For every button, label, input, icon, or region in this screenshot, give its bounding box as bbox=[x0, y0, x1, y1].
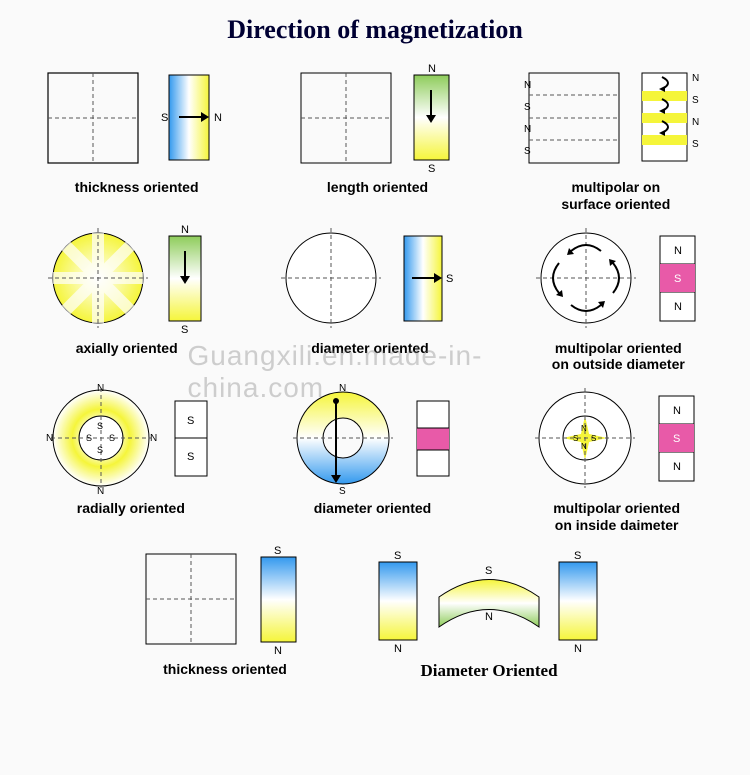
caption: multipolar oriented on outside diameter bbox=[552, 340, 685, 374]
circle-4arrows-out bbox=[529, 221, 644, 336]
svg-text:S: S bbox=[187, 415, 194, 427]
caption: radially oriented bbox=[77, 500, 185, 517]
svg-text:S: S bbox=[181, 324, 188, 336]
svg-text:N: N bbox=[97, 383, 104, 394]
svg-text:N: N bbox=[394, 643, 402, 655]
n-label: N bbox=[214, 112, 222, 124]
caption: thickness oriented bbox=[75, 179, 199, 196]
ring-inner-poles: NN S S bbox=[528, 381, 643, 496]
svg-text:N: N bbox=[692, 73, 699, 84]
bar-SS: S S bbox=[167, 386, 217, 491]
svg-text:S: S bbox=[274, 545, 281, 557]
svg-text:S: S bbox=[573, 434, 578, 443]
svg-text:N: N bbox=[581, 442, 587, 451]
caption: length oriented bbox=[327, 179, 428, 196]
svg-text:S: S bbox=[485, 565, 492, 577]
svg-text:N: N bbox=[46, 433, 53, 444]
row-3: SS SS NN NN S S radially oriented bbox=[10, 381, 740, 534]
svg-text:S: S bbox=[446, 273, 453, 285]
circle-guide bbox=[276, 223, 386, 333]
row-2: N S axially oriented S bbox=[10, 221, 740, 374]
cell-diameter-arc: S N S N S N Diameter Oriented bbox=[369, 542, 609, 681]
svg-text:S: S bbox=[524, 146, 531, 157]
svg-text:S: S bbox=[674, 273, 681, 285]
svg-text:N: N bbox=[581, 424, 587, 433]
svg-text:N: N bbox=[674, 245, 682, 257]
svg-text:N: N bbox=[674, 301, 682, 313]
cell-diameter: S diameter oriented bbox=[276, 221, 464, 374]
svg-text:N: N bbox=[97, 486, 104, 496]
bar-pink-band bbox=[409, 386, 459, 491]
caption: diameter oriented bbox=[311, 340, 428, 357]
svg-text:N: N bbox=[574, 643, 582, 655]
ring-radial: SS SS NN NN bbox=[44, 381, 159, 496]
svg-text:N: N bbox=[673, 461, 681, 473]
bar-NSN: N S N bbox=[652, 226, 707, 331]
row-1: S N thickness oriented N bbox=[10, 60, 740, 213]
bar-multipolar: N S N S bbox=[632, 65, 707, 170]
svg-text:N: N bbox=[524, 124, 531, 135]
svg-text:S: S bbox=[97, 421, 103, 431]
ring-vertical-grad: N S bbox=[286, 381, 401, 496]
cell-multi-inside: NN SS N S N multipolar oriented on insid… bbox=[528, 381, 706, 534]
cell-length: N S length oriented bbox=[296, 60, 459, 213]
s-label: S bbox=[428, 163, 435, 175]
s-label: S bbox=[161, 112, 168, 124]
caption: axially oriented bbox=[76, 340, 178, 357]
svg-text:S: S bbox=[591, 434, 596, 443]
caption: multipolar oriented on inside daimeter bbox=[553, 500, 680, 534]
caption: thickness oriented bbox=[163, 661, 287, 678]
svg-text:N: N bbox=[150, 433, 157, 444]
bar-vertical-arrow: N S bbox=[404, 60, 459, 175]
circle-radial-yellow bbox=[43, 223, 153, 333]
cell-multi-outside: N S N multipolar oriented on outside dia… bbox=[529, 221, 707, 374]
caption: Diameter Oriented bbox=[420, 661, 557, 681]
row-4: S N thickness oriented S N S N bbox=[10, 542, 740, 681]
svg-text:S: S bbox=[187, 451, 194, 463]
svg-text:N: N bbox=[181, 224, 189, 236]
svg-text:N: N bbox=[339, 383, 346, 394]
svg-text:S: S bbox=[97, 445, 103, 455]
cell-radial: SS SS NN NN S S radially oriented bbox=[44, 381, 217, 534]
svg-text:S: S bbox=[109, 433, 115, 443]
n-label: N bbox=[428, 63, 436, 75]
bar-horizontal-arrow: S N bbox=[151, 65, 231, 170]
page-title: Direction of magnetization bbox=[10, 15, 740, 45]
svg-text:S: S bbox=[692, 139, 699, 150]
square-4lines: N S N S bbox=[524, 68, 624, 168]
cell-diameter-ring: N S diameter oriented bbox=[286, 381, 459, 534]
cell-thickness2: S N thickness oriented bbox=[141, 542, 309, 681]
svg-text:S: S bbox=[86, 433, 92, 443]
bar-axial: N S bbox=[161, 221, 211, 336]
bar-diameter: S bbox=[394, 226, 464, 331]
caption: diameter oriented bbox=[314, 500, 431, 517]
cell-multi-surface: N S N S N S bbox=[524, 60, 707, 213]
arc-with-bars: S N S N S N bbox=[369, 542, 609, 657]
cell-axial: N S axially oriented bbox=[43, 221, 211, 374]
svg-text:N: N bbox=[485, 611, 493, 623]
svg-text:S: S bbox=[574, 550, 581, 562]
svg-text:N: N bbox=[524, 80, 531, 91]
bar-vertical-grad: S N bbox=[249, 542, 309, 657]
square-guide bbox=[296, 68, 396, 168]
bar-NSN-2: N S N bbox=[651, 386, 706, 491]
svg-text:N: N bbox=[673, 405, 681, 417]
svg-text:S: S bbox=[673, 433, 680, 445]
svg-text:S: S bbox=[692, 95, 699, 106]
svg-text:S: S bbox=[339, 486, 346, 496]
caption: multipolar on surface oriented bbox=[561, 179, 670, 213]
square-guide bbox=[141, 549, 241, 649]
square-guide bbox=[43, 68, 143, 168]
svg-text:S: S bbox=[394, 550, 401, 562]
svg-text:N: N bbox=[274, 645, 282, 657]
cell-thickness: S N thickness oriented bbox=[43, 60, 231, 213]
svg-text:S: S bbox=[524, 102, 531, 113]
svg-text:N: N bbox=[692, 117, 699, 128]
